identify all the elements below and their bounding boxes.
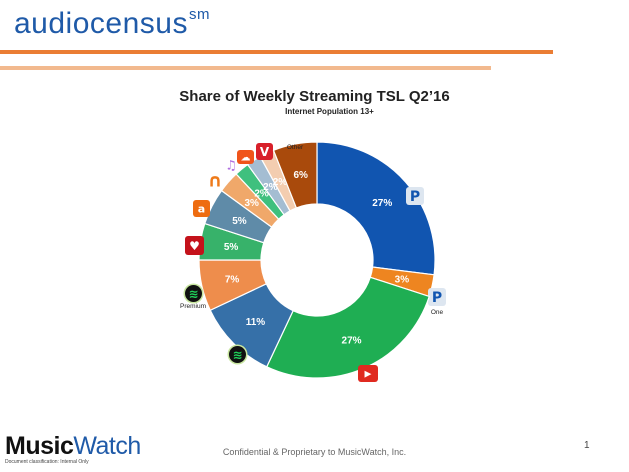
slice-value-label: 2%	[273, 177, 288, 188]
slice-value-label: 2%	[254, 188, 269, 199]
header-rule-light	[0, 66, 491, 70]
document-classification: Document classification: Internal Only	[5, 459, 89, 465]
icon-caption: One	[431, 309, 444, 316]
spotify-premium-icon: ≋ Premium	[180, 283, 206, 310]
donut-slice-other	[272, 141, 318, 209]
confidential-note: Confidential & Proprietary to MusicWatch…	[222, 447, 407, 457]
brand-logo: audiocensussm	[14, 6, 210, 41]
slice-value-label: 11%	[246, 317, 266, 328]
slice-value-label: 3%	[395, 274, 410, 285]
other-label: Other	[287, 144, 304, 151]
chart-title: Share of Weekly Streaming TSL Q2’16	[179, 88, 450, 105]
slice-value-label: 6%	[293, 170, 308, 181]
svg-text:☁: ☁	[241, 153, 251, 164]
amazon-icon: a	[193, 200, 210, 217]
svg-text:P: P	[432, 290, 442, 306]
brand-mark: sm	[188, 6, 210, 23]
chart-subtitle: Internet Population 13+	[285, 107, 374, 116]
slice-value-label: 2%	[263, 182, 278, 193]
donut-slice-youtube	[265, 276, 430, 379]
slice-value-label: 3%	[245, 198, 260, 209]
soundcloud-icon: ☁	[237, 150, 254, 164]
slice-value-label: 5%	[232, 216, 247, 227]
logo-part-watch: Watch	[73, 432, 141, 460]
slice-value-label: 5%	[224, 242, 239, 253]
headphones-icon: ∩	[208, 170, 223, 191]
slice-value-label: 27%	[342, 335, 362, 346]
page-number: 1	[584, 440, 590, 451]
icon-caption: Other	[287, 144, 304, 151]
svg-text:∩: ∩	[208, 170, 223, 191]
logo-part-music: Music	[5, 432, 74, 460]
slice-value-label: 7%	[225, 274, 240, 285]
slice-value-label: 27%	[372, 198, 392, 209]
svg-text:▶: ▶	[365, 370, 372, 380]
svg-text:≋: ≋	[188, 287, 198, 301]
pandora-one-icon: P One	[428, 288, 446, 316]
svg-text:♫: ♫	[225, 159, 237, 174]
svg-text:P: P	[410, 189, 420, 205]
donut-slice-pandora	[316, 141, 436, 276]
spotify-icon: ≋	[227, 344, 248, 365]
svg-text:V: V	[260, 145, 270, 159]
svg-text:a: a	[198, 202, 205, 215]
iheartradio-icon: ♥	[185, 236, 204, 255]
icon-caption: Premium	[180, 303, 206, 310]
vevo-icon: V	[256, 143, 273, 160]
svg-text:♥: ♥	[189, 239, 200, 253]
youtube-icon: ▶	[358, 365, 378, 382]
musicwatch-logo: MusicWatch	[5, 432, 141, 461]
header-rule-dark	[0, 50, 553, 54]
pandora-icon: P	[406, 187, 424, 205]
svg-text:≋: ≋	[232, 348, 242, 362]
music-note-icon: ♫	[225, 159, 237, 174]
brand-name: audiocensus	[14, 7, 188, 40]
